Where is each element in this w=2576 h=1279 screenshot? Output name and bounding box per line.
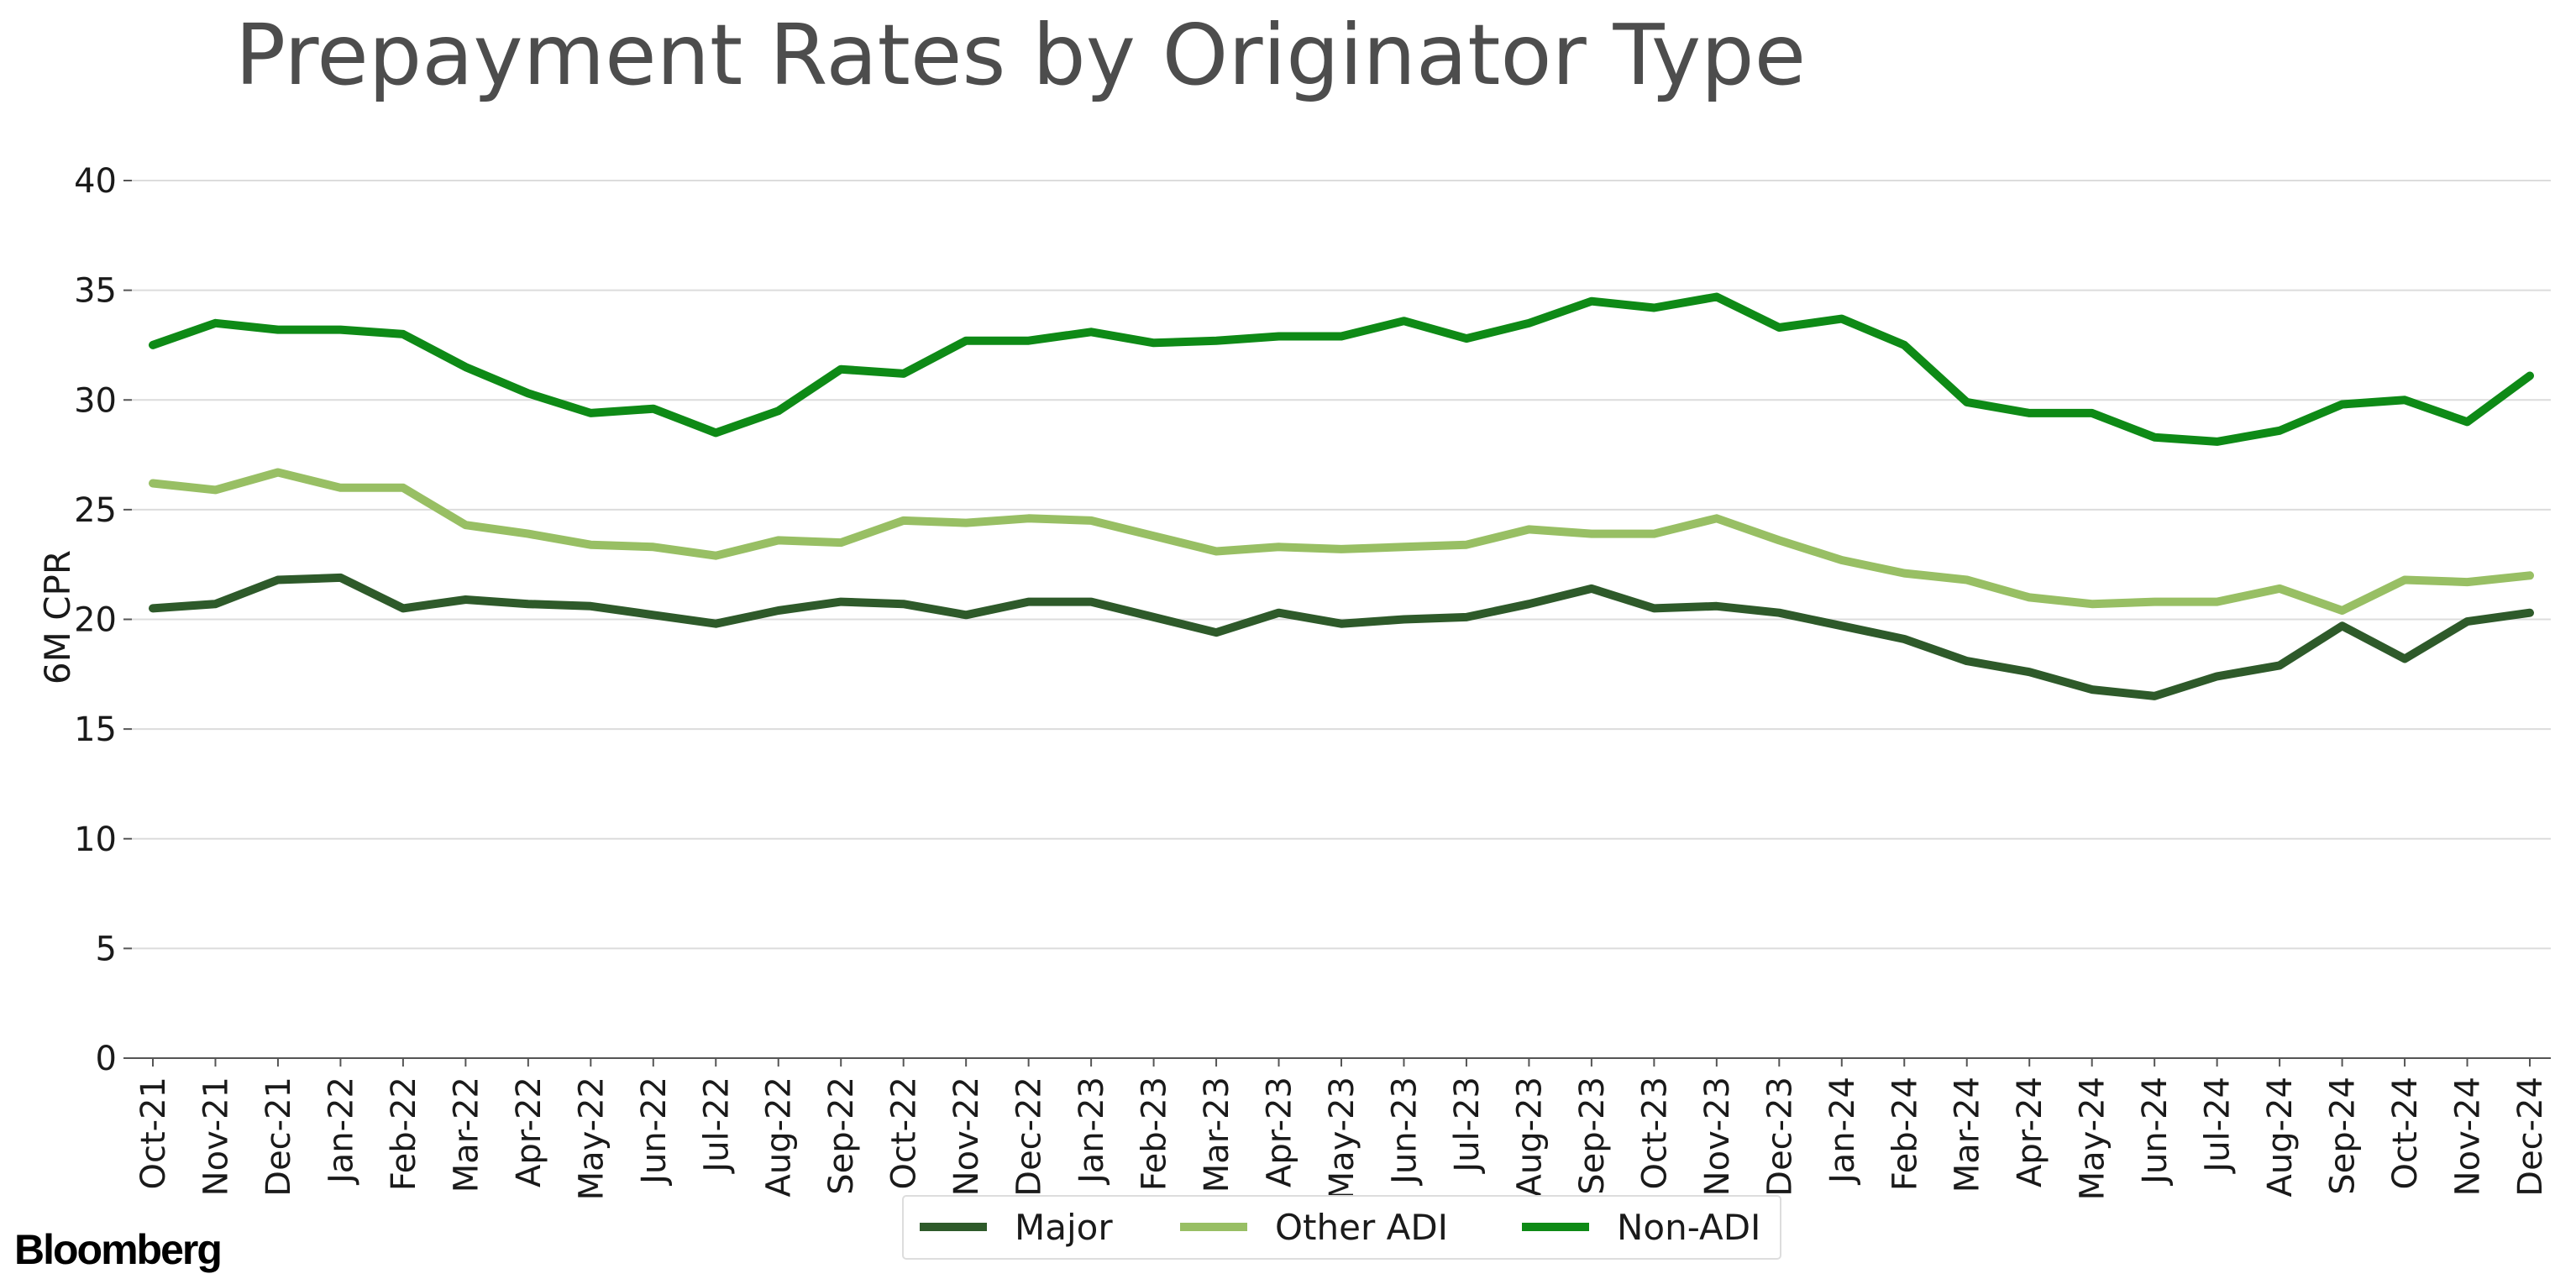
x-tick-label: Nov-21	[197, 1077, 235, 1196]
x-tick-label: Feb-23	[1136, 1077, 1174, 1191]
chart-title: Prepayment Rates by Originator Type	[235, 6, 1806, 104]
y-tick-label: 30	[74, 381, 117, 420]
x-tick-label: Jun-23	[1385, 1077, 1424, 1187]
x-tick-label: Dec-22	[1010, 1077, 1049, 1197]
y-tick-label: 5	[96, 930, 117, 968]
x-tick-label: Feb-22	[385, 1077, 423, 1191]
x-tick-label: Oct-21	[134, 1077, 173, 1190]
y-tick-label: 10	[74, 820, 117, 859]
x-tick-label: Dec-21	[260, 1077, 298, 1197]
x-tick-label: Apr-24	[2011, 1077, 2049, 1187]
x-tick-label: Apr-23	[1261, 1077, 1299, 1187]
series-lines	[149, 292, 2534, 700]
x-tick-label: Oct-22	[885, 1077, 924, 1190]
series-line-other-adi	[149, 468, 2534, 615]
x-tick-label: Aug-23	[1510, 1077, 1549, 1197]
legend-label: Other ADI	[1275, 1207, 1448, 1248]
x-tick-label: Aug-24	[2261, 1077, 2300, 1197]
x-tick-label: Jun-22	[635, 1077, 674, 1187]
series-line-major	[149, 573, 2534, 700]
x-tick-label: Feb-24	[1886, 1077, 1924, 1191]
legend-label: Non-ADI	[1617, 1207, 1760, 1248]
x-tick-label: Sep-22	[822, 1077, 861, 1195]
y-tick-label: 35	[74, 272, 117, 311]
x-tick-label: Mar-23	[1198, 1077, 1236, 1193]
x-tick-label: Mar-24	[1949, 1077, 1987, 1193]
x-tick-label: Oct-23	[1635, 1077, 1674, 1190]
x-tick-label: May-22	[572, 1077, 611, 1200]
x-tick-label: Jan-22	[322, 1077, 360, 1186]
x-tick-label: Jul-24	[2199, 1077, 2238, 1175]
x-tick-label: Sep-24	[2324, 1077, 2363, 1195]
x-tick-label: Aug-22	[760, 1077, 799, 1197]
x-tick-label: Mar-22	[447, 1077, 485, 1193]
x-tick-label: Jun-24	[2136, 1077, 2175, 1187]
legend-box	[902, 1195, 1781, 1260]
x-tick-label: Nov-22	[947, 1077, 986, 1196]
y-tick-label: 15	[74, 710, 117, 749]
x-tick-label: Sep-23	[1573, 1077, 1612, 1195]
y-tick-label: 20	[74, 601, 117, 640]
x-tick-label: Jan-24	[1823, 1077, 1862, 1186]
series-line-non-adi	[149, 292, 2534, 446]
x-tick-label: Oct-24	[2386, 1077, 2425, 1190]
x-axis-ticks: Oct-21 Nov-21 Dec-21 Jan-22 Feb-22 Mar-22 Apr-…	[134, 1058, 2550, 1200]
x-tick-label: Jul-22	[697, 1077, 736, 1175]
x-tick-label: Dec-23	[1760, 1077, 1799, 1197]
x-tick-label: Dec-24	[2511, 1077, 2550, 1197]
grid-lines	[132, 180, 2551, 950]
y-tick-label: 25	[74, 491, 117, 530]
y-axis-label: 6M CPR	[37, 550, 78, 684]
bloomberg-logo: Bloomberg	[14, 1226, 221, 1273]
y-axis-ticks: 0 5 10 15 20 25 30 35 40	[74, 162, 132, 1078]
x-tick-label: May-23	[1323, 1077, 1361, 1200]
y-tick-label: 40	[74, 162, 117, 201]
x-tick-label: Jan-23	[1073, 1077, 1111, 1186]
x-tick-label: Nov-23	[1698, 1077, 1737, 1196]
y-tick-label: 0	[96, 1040, 117, 1078]
x-tick-label: Jul-23	[1448, 1077, 1487, 1175]
x-tick-label: Nov-24	[2449, 1077, 2488, 1196]
legend: Major Other ADI Non-ADI	[902, 1195, 1781, 1260]
x-tick-label: May-24	[2074, 1077, 2112, 1200]
x-tick-label: Apr-22	[510, 1077, 548, 1187]
legend-label: Major	[1015, 1207, 1113, 1248]
